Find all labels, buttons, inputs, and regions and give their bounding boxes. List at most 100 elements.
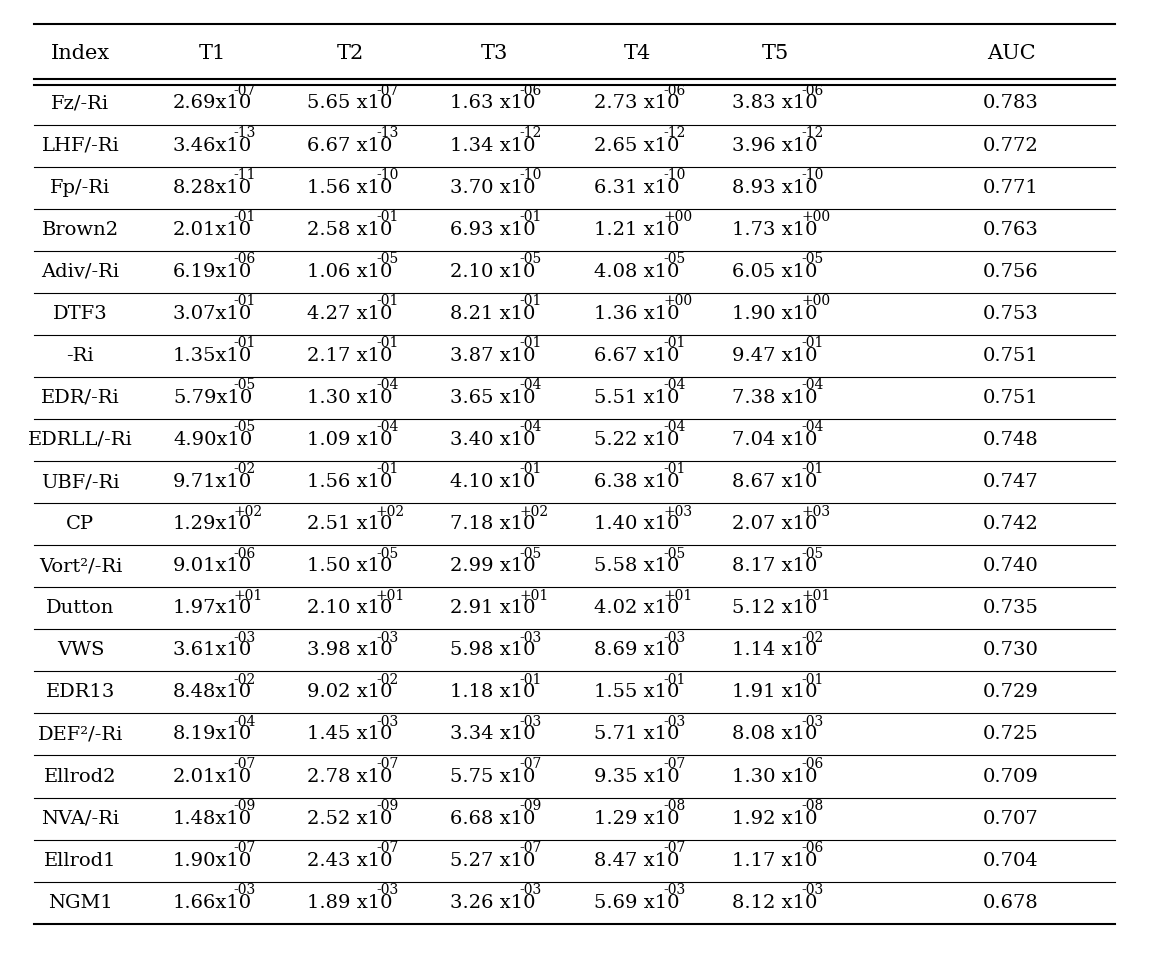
Text: 6.38 x10: 6.38 x10 [594, 473, 679, 491]
Text: -01: -01 [233, 294, 256, 308]
Text: 2.07 x10: 2.07 x10 [732, 515, 817, 533]
Text: 8.17 x10: 8.17 x10 [732, 557, 817, 575]
Text: -03: -03 [801, 715, 824, 729]
Text: 2.73 x10: 2.73 x10 [594, 95, 679, 112]
Text: -03: -03 [519, 630, 542, 645]
Text: 1.06 x10: 1.06 x10 [307, 263, 392, 280]
Text: 6.67 x10: 6.67 x10 [307, 136, 392, 155]
Text: 5.22 x10: 5.22 x10 [594, 431, 679, 449]
Text: 2.43 x10: 2.43 x10 [307, 852, 392, 869]
Text: -09: -09 [233, 799, 256, 813]
Text: -07: -07 [663, 757, 686, 771]
Text: 6.31 x10: 6.31 x10 [594, 179, 679, 196]
Text: -03: -03 [376, 630, 399, 645]
Text: -02: -02 [801, 630, 824, 645]
Text: -04: -04 [663, 378, 686, 393]
Text: -01: -01 [663, 337, 686, 350]
Text: 6.93 x10: 6.93 x10 [450, 220, 535, 239]
Text: 9.01x10: 9.01x10 [173, 557, 253, 575]
Text: -07: -07 [233, 841, 256, 855]
Text: 5.98 x10: 5.98 x10 [450, 641, 535, 659]
Text: -06: -06 [801, 84, 824, 98]
Text: 2.91 x10: 2.91 x10 [450, 600, 535, 617]
Text: 2.52 x10: 2.52 x10 [307, 809, 392, 828]
Text: -01: -01 [519, 210, 542, 224]
Text: +01: +01 [663, 589, 693, 602]
Text: 9.71x10: 9.71x10 [173, 473, 253, 491]
Text: -01: -01 [801, 462, 824, 477]
Text: -Ri: -Ri [67, 347, 94, 365]
Text: 0.730: 0.730 [984, 641, 1039, 659]
Text: 8.12 x10: 8.12 x10 [732, 894, 817, 912]
Text: NVA/-Ri: NVA/-Ri [41, 809, 119, 828]
Text: 0.747: 0.747 [984, 473, 1039, 491]
Text: 9.02 x10: 9.02 x10 [307, 684, 392, 701]
Text: 1.36 x10: 1.36 x10 [594, 305, 679, 323]
Text: 2.69x10: 2.69x10 [173, 95, 253, 112]
Text: 5.79x10: 5.79x10 [173, 389, 253, 407]
Text: -04: -04 [801, 421, 824, 434]
Text: 1.92 x10: 1.92 x10 [732, 809, 817, 828]
Text: 0.678: 0.678 [984, 894, 1039, 912]
Text: T2: T2 [337, 44, 364, 63]
Text: 3.34 x10: 3.34 x10 [450, 725, 535, 744]
Text: 6.68 x10: 6.68 x10 [450, 809, 535, 828]
Text: +03: +03 [663, 505, 693, 518]
Text: -01: -01 [233, 337, 256, 350]
Text: -04: -04 [376, 378, 399, 393]
Text: 5.27 x10: 5.27 x10 [450, 852, 535, 869]
Text: -12: -12 [663, 126, 686, 140]
Text: -07: -07 [233, 757, 256, 771]
Text: 5.69 x10: 5.69 x10 [594, 894, 679, 912]
Text: 0.783: 0.783 [984, 95, 1039, 112]
Text: -03: -03 [519, 883, 542, 897]
Text: -07: -07 [376, 84, 399, 98]
Text: -10: -10 [663, 168, 686, 182]
Text: 2.01x10: 2.01x10 [173, 220, 252, 239]
Text: Ellrod1: Ellrod1 [44, 852, 117, 869]
Text: -01: -01 [233, 210, 256, 224]
Text: +01: +01 [801, 589, 831, 602]
Text: 1.66x10: 1.66x10 [173, 894, 252, 912]
Text: LHF/-Ri: LHF/-Ri [41, 136, 119, 155]
Text: 2.17 x10: 2.17 x10 [307, 347, 392, 365]
Text: -10: -10 [801, 168, 824, 182]
Text: 1.73 x10: 1.73 x10 [732, 220, 817, 239]
Text: 3.07x10: 3.07x10 [173, 305, 253, 323]
Text: +00: +00 [801, 210, 831, 224]
Text: 4.08 x10: 4.08 x10 [594, 263, 679, 280]
Text: -02: -02 [233, 673, 256, 687]
Text: 8.08 x10: 8.08 x10 [732, 725, 817, 744]
Text: -04: -04 [801, 378, 824, 393]
Text: DEF²/-Ri: DEF²/-Ri [38, 725, 123, 744]
Text: 1.97x10: 1.97x10 [173, 600, 253, 617]
Text: 1.56 x10: 1.56 x10 [307, 473, 392, 491]
Text: -07: -07 [376, 841, 399, 855]
Text: -04: -04 [376, 421, 399, 434]
Text: +02: +02 [233, 505, 263, 518]
Text: 6.19x10: 6.19x10 [173, 263, 253, 280]
Text: 1.45 x10: 1.45 x10 [307, 725, 392, 744]
Text: 8.19x10: 8.19x10 [173, 725, 253, 744]
Text: 8.48x10: 8.48x10 [173, 684, 252, 701]
Text: -10: -10 [376, 168, 399, 182]
Text: VWS: VWS [56, 641, 105, 659]
Text: +01: +01 [519, 589, 549, 602]
Text: -04: -04 [519, 421, 542, 434]
Text: Fp/-Ri: Fp/-Ri [51, 179, 110, 196]
Text: 1.35x10: 1.35x10 [173, 347, 253, 365]
Text: -03: -03 [376, 883, 399, 897]
Text: -01: -01 [519, 673, 542, 687]
Text: -07: -07 [519, 757, 542, 771]
Text: 0.771: 0.771 [984, 179, 1039, 196]
Text: 3.46x10: 3.46x10 [173, 136, 253, 155]
Text: -07: -07 [663, 841, 686, 855]
Text: 8.47 x10: 8.47 x10 [594, 852, 679, 869]
Text: 1.48x10: 1.48x10 [173, 809, 252, 828]
Text: -06: -06 [801, 757, 824, 771]
Text: 4.02 x10: 4.02 x10 [594, 600, 679, 617]
Text: -03: -03 [519, 715, 542, 729]
Text: -03: -03 [233, 883, 256, 897]
Text: 2.58 x10: 2.58 x10 [307, 220, 392, 239]
Text: 1.34 x10: 1.34 x10 [450, 136, 535, 155]
